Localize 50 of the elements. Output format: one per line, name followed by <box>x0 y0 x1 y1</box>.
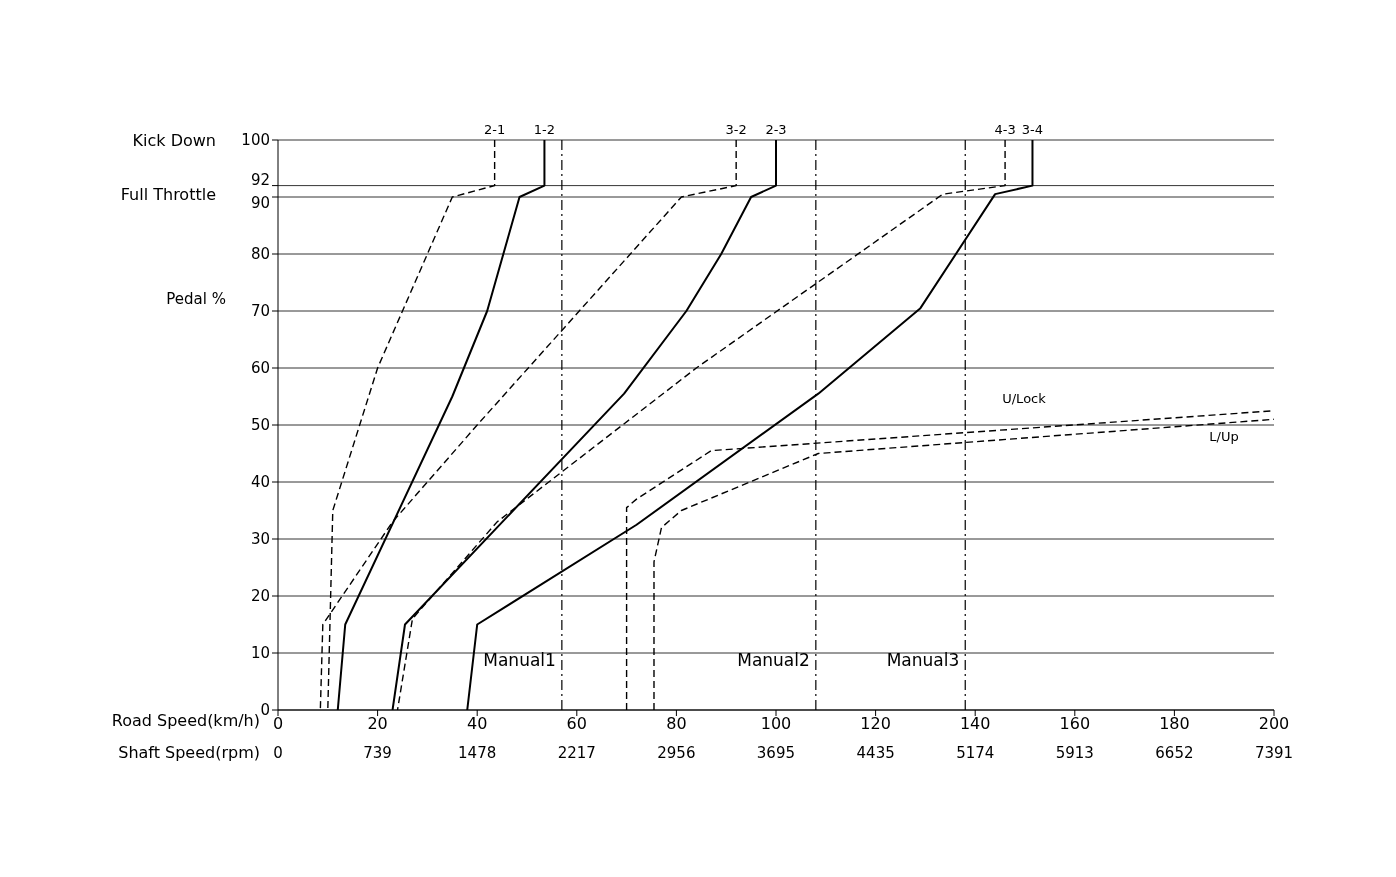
x2-tick-label: 7391 <box>1254 744 1294 762</box>
x-tick-label: 140 <box>959 714 991 734</box>
y-tick-label: 90 <box>250 194 270 212</box>
x2-tick-label: 6652 <box>1155 744 1194 762</box>
x-tick-label: 20 <box>367 714 388 734</box>
x-axis-title: Road Speed(km/h) <box>111 710 260 730</box>
series-label: 1-2 <box>533 122 556 137</box>
x2-tick-label: 5174 <box>956 744 995 762</box>
series-label: 3-2 <box>725 122 747 137</box>
series-label: U/Lock <box>1002 390 1047 406</box>
ref-line-label: Manual1 <box>483 650 556 670</box>
x2-tick-label: 739 <box>363 744 392 762</box>
x-tick-label: 160 <box>1059 714 1091 734</box>
y-tick-label: 40 <box>250 473 270 491</box>
x-tick-label: 60 <box>566 714 587 734</box>
y-tick-label: 70 <box>250 302 270 320</box>
ref-line-label: Manual3 <box>886 650 960 670</box>
y-tick-label: 30 <box>250 530 270 548</box>
y-axis-title: Pedal % <box>166 290 226 308</box>
x2-tick-label: 3695 <box>756 744 796 762</box>
x-tick-label: 200 <box>1258 714 1290 734</box>
x2-tick-label: 0 <box>273 744 283 762</box>
x-tick-label: 120 <box>860 714 891 734</box>
series-label: 4-3 <box>994 122 1016 137</box>
series-label: 3-4 <box>1021 122 1044 137</box>
y-tick-label: 10 <box>250 644 270 662</box>
y-tick-label: 92 <box>250 170 270 189</box>
y-tick-label: 60 <box>250 359 270 377</box>
series-label: 2-3 <box>765 122 787 137</box>
ref-line-label: Manual2 <box>737 650 810 670</box>
x2-tick-label: 1478 <box>458 744 497 762</box>
x-tick-label: 0 <box>272 714 284 734</box>
text: Kick Down <box>132 131 216 150</box>
x-tick-label: 80 <box>666 714 687 734</box>
text: Full Throttle <box>120 184 216 204</box>
series-label: L/Up <box>1209 429 1239 445</box>
x-tick-label: 180 <box>1159 714 1190 734</box>
y-tick-label: 80 <box>250 245 270 263</box>
x2-tick-label: 2217 <box>557 744 596 762</box>
y-tick-label: 100 <box>241 131 270 149</box>
x-tick-label: 100 <box>760 714 792 734</box>
x-tick-label: 40 <box>467 714 488 734</box>
x2-tick-label: 4435 <box>856 744 895 762</box>
x2-tick-label: 5913 <box>1055 744 1094 762</box>
x2-axis-title: Shaft Speed(rpm) <box>118 743 260 762</box>
y-tick-label: 0 <box>260 701 270 719</box>
series-label: 2-1 <box>484 122 506 137</box>
x2-tick-label: 2956 <box>657 744 696 762</box>
y-tick-label: 50 <box>250 416 270 434</box>
y-tick-label: 20 <box>250 587 270 605</box>
